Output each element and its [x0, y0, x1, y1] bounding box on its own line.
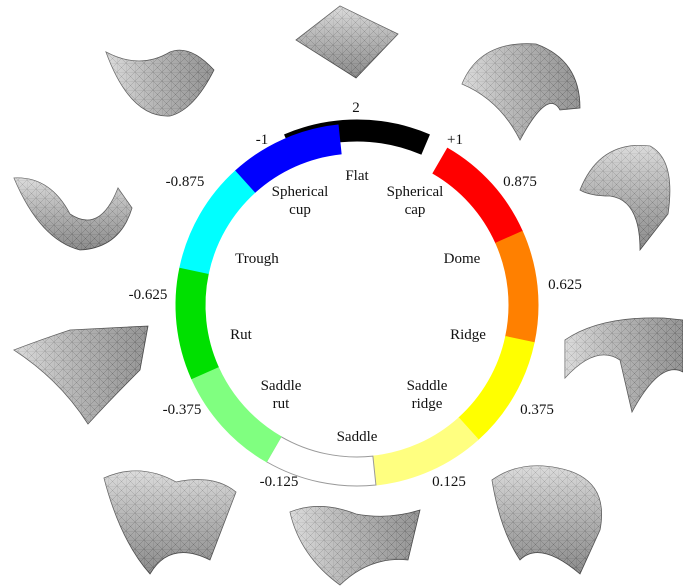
label-saddle: Saddle — [337, 429, 378, 445]
boundary-value: 0.875 — [503, 174, 537, 190]
label-line: Saddle — [337, 429, 378, 445]
label-spherical-cup: Spherical cup — [272, 184, 329, 218]
label-line: Saddle — [261, 378, 302, 394]
label-trough: Trough — [235, 251, 279, 267]
label-line: Rut — [230, 327, 253, 343]
label-saddle-ridge: Saddle ridge — [407, 378, 448, 412]
boundary-value: 0.625 — [548, 277, 582, 293]
ring-segment-spherical-cap — [432, 147, 524, 244]
label-line: rut — [273, 396, 290, 412]
label-spherical-cap: Spherical cap — [387, 184, 444, 218]
ring-segment-dome — [495, 230, 539, 344]
label-rut: Rut — [230, 327, 253, 343]
saddle-rut-surface — [103, 470, 237, 575]
ring-segment-spherical-cup — [235, 124, 342, 193]
spherical-cap-surface — [461, 43, 581, 141]
label-line: cup — [289, 202, 311, 218]
dome-surface — [579, 144, 671, 252]
boundary-value: 0.375 — [520, 402, 554, 418]
label-line: Flat — [345, 168, 369, 184]
ridge-surface — [564, 317, 683, 414]
label-flat: Flat — [345, 168, 369, 184]
label-saddle-rut: Saddle rut — [261, 378, 302, 412]
spherical-cup-surface — [105, 49, 215, 117]
label-line: Spherical — [387, 184, 444, 200]
ring-segment-ridge — [458, 336, 535, 441]
boundary-value: +1 — [447, 132, 463, 148]
flat-surface — [295, 5, 399, 79]
label-line: Saddle — [407, 378, 448, 394]
boundary-values: 2 +1 0.875 0.625 0.375 0.125 -0.125 -0.375 -0.62… — [129, 100, 582, 490]
boundary-value: -0.375 — [163, 402, 202, 418]
ring-segment-rut — [175, 266, 219, 380]
surface-illustrations — [13, 5, 683, 586]
boundary-value: -0.125 — [260, 474, 299, 490]
saddle-ridge-surface — [491, 465, 602, 575]
trough-surface — [13, 177, 133, 251]
rut-surface — [13, 325, 149, 425]
boundary-value: 0.125 — [432, 474, 466, 490]
label-line: Dome — [444, 251, 481, 267]
label-line: ridge — [412, 396, 443, 412]
boundary-value: -0.875 — [166, 174, 205, 190]
label-ridge: Ridge — [450, 327, 486, 343]
boundary-value: -1 — [256, 132, 269, 148]
boundary-value: -0.625 — [129, 287, 168, 303]
boundary-value: 2 — [352, 100, 360, 116]
saddle-surface — [289, 506, 421, 586]
label-line: Trough — [235, 251, 279, 267]
label-line: Ridge — [450, 327, 486, 343]
label-dome: Dome — [444, 251, 481, 267]
shape-index-ring — [175, 119, 539, 487]
label-line: cap — [405, 202, 426, 218]
label-line: Spherical — [272, 184, 329, 200]
